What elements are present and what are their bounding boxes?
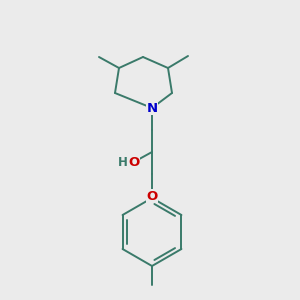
Text: H: H: [118, 157, 128, 169]
Text: O: O: [128, 157, 140, 169]
Text: N: N: [146, 101, 158, 115]
Text: O: O: [146, 190, 158, 202]
